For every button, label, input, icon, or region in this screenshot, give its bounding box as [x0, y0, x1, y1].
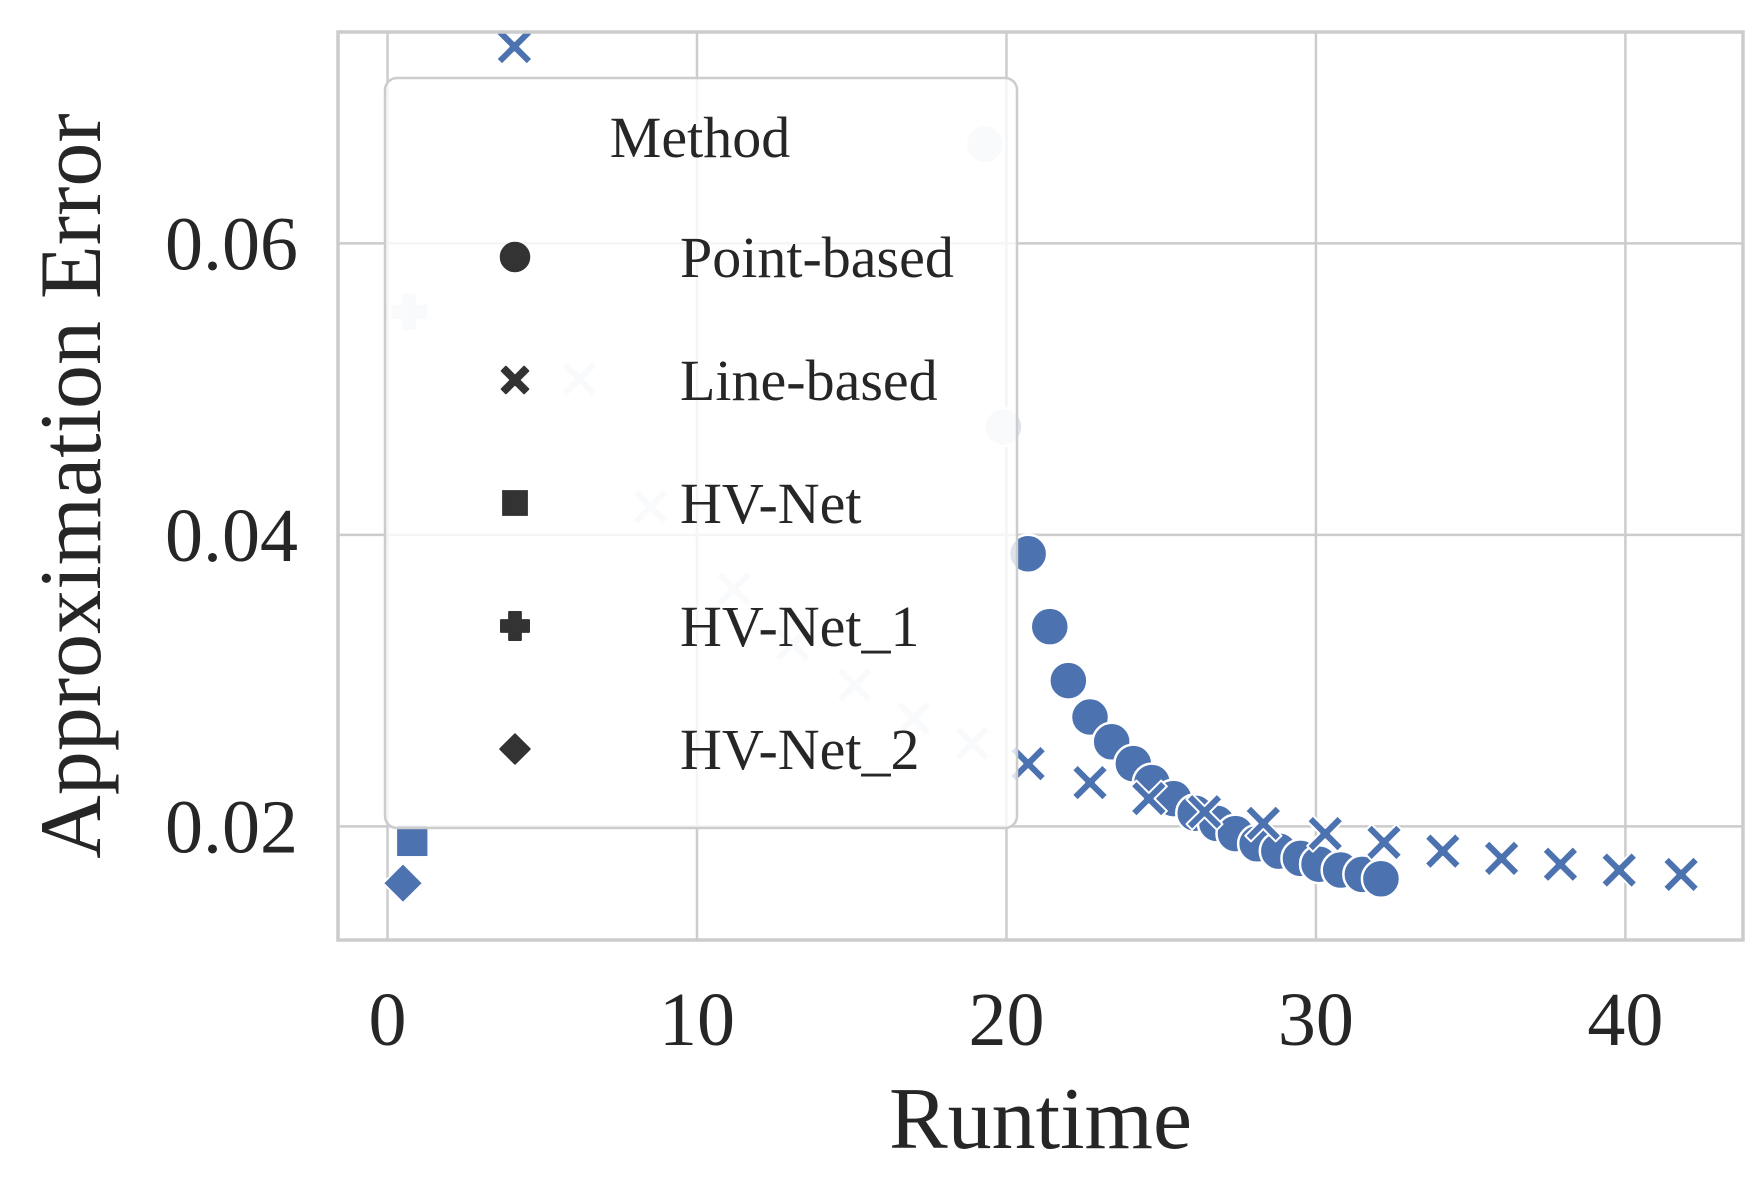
legend-label: Point-based: [680, 225, 954, 290]
y-tick-label: 0.04: [165, 494, 298, 578]
x-tick-labels: 0 10 20 30 40: [369, 978, 1664, 1062]
x-point: [1423, 832, 1462, 871]
x-tick-label: 20: [968, 978, 1044, 1062]
x-point: [1185, 792, 1224, 831]
legend-entry: HV-Net_1: [500, 594, 920, 659]
square-point: [395, 823, 430, 859]
x-tick-label: 10: [659, 978, 735, 1062]
diamond-point: [382, 862, 424, 905]
y-tick-labels: 0.02 0.04 0.06: [165, 202, 298, 869]
circle-point: [1048, 660, 1089, 701]
x-point: [1129, 779, 1168, 818]
x-axis-label: Runtime: [889, 1071, 1192, 1168]
y-tick-label: 0.06: [165, 202, 298, 286]
x-point: [1070, 763, 1110, 802]
x-legend-icon: [500, 365, 530, 395]
plot-frame: [336, 30, 1745, 942]
y-tick-label: 0.02: [165, 785, 298, 869]
legend-entry: HV-Net_2: [499, 717, 920, 782]
legend-title: Method: [610, 105, 790, 170]
x-tick-label: 40: [1587, 978, 1663, 1062]
x-point: [1662, 855, 1701, 894]
circle-point: [1360, 858, 1402, 900]
legend-entry: Line-based: [500, 348, 938, 413]
square-legend-icon: [502, 490, 528, 516]
x-point: [1600, 850, 1639, 890]
circle-legend-icon: [499, 241, 531, 273]
x-tick-label: 30: [1278, 978, 1354, 1062]
legend: Method Point-based Line-based HV-Net HV-Net…: [383, 76, 1019, 830]
x-point: [1244, 804, 1283, 843]
circle-point: [1029, 606, 1071, 647]
plus-legend-icon: [500, 611, 530, 641]
x-point: [1482, 839, 1521, 878]
x-point: [1306, 814, 1345, 853]
x-point: [495, 27, 534, 66]
legend-label: HV-Net_1: [680, 594, 920, 659]
y-axis-label: Approximation Error: [23, 113, 120, 858]
legend-label: HV-Net: [680, 471, 862, 536]
diamond-legend-icon: [499, 733, 531, 765]
legend-entry: Point-based: [499, 225, 954, 290]
legend-entry: HV-Net: [502, 471, 862, 536]
x-point: [1541, 845, 1580, 884]
x-tick-label: 0: [369, 978, 407, 1062]
legend-box: [383, 76, 1019, 830]
legend-label: Line-based: [680, 348, 938, 413]
legend-label: HV-Net_2: [680, 717, 920, 782]
x-point: [1364, 823, 1404, 862]
